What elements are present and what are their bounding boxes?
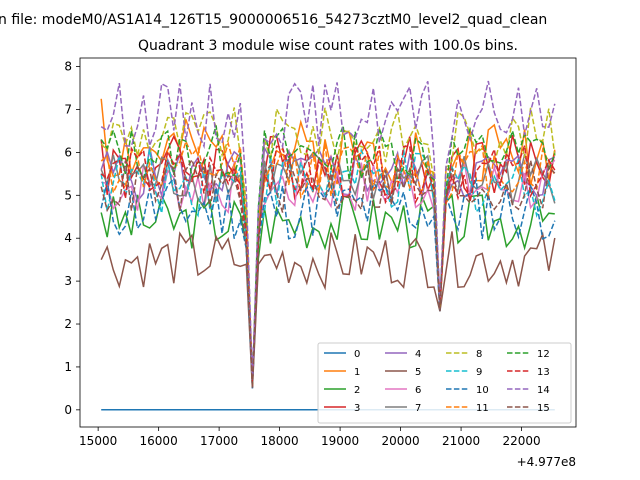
- y-tick-label-0: 0: [64, 403, 72, 417]
- legend-label-15: 15: [537, 403, 550, 414]
- x-tick-label-19000: 19000: [321, 434, 359, 448]
- legend-label-13: 13: [537, 367, 550, 378]
- figure-suptitle: n file: modeM0/AS1A14_126T15_9000006516_…: [0, 12, 547, 28]
- series-line-15: [100, 158, 556, 389]
- x-tick-label-15000: 15000: [79, 434, 117, 448]
- x-tick-label-17000: 17000: [200, 434, 238, 448]
- series-line-12: [100, 125, 556, 385]
- legend-label-10: 10: [476, 385, 489, 396]
- series-line-11: [100, 139, 556, 387]
- legend-label-2: 2: [354, 385, 360, 396]
- legend-label-11: 11: [476, 403, 489, 414]
- legend-label-3: 3: [354, 403, 360, 414]
- axes: 15000 16000 17000 18000 19000 20000 21000 22000…: [64, 60, 540, 448]
- series-line-10: [100, 176, 556, 389]
- legend-label-6: 6: [415, 385, 421, 396]
- y-tick-label-3: 3: [64, 274, 72, 288]
- chart-title: Quadrant 3 module wise count rates with …: [138, 38, 518, 54]
- x-tick-label-20000: 20000: [381, 434, 419, 448]
- series-line-2: [100, 193, 555, 385]
- x-tick-label-22000: 22000: [502, 434, 540, 448]
- legend-label-14: 14: [537, 385, 550, 396]
- legend-label-12: 12: [537, 349, 550, 360]
- plot-frame: [79, 57, 577, 428]
- legend-label-9: 9: [476, 367, 482, 378]
- legend-label-5: 5: [415, 367, 421, 378]
- y-tick-label-2: 2: [64, 317, 72, 331]
- legend-label-0: 0: [354, 349, 360, 360]
- x-tick-label-21000: 21000: [442, 434, 480, 448]
- series-line-4: [100, 145, 556, 380]
- legend-label-8: 8: [476, 349, 482, 360]
- y-tick-label-6: 6: [64, 145, 72, 159]
- legend-label-4: 4: [415, 349, 421, 360]
- y-tick-label-1: 1: [64, 360, 72, 374]
- x-tick-label-16000: 16000: [140, 434, 178, 448]
- y-tick-label-8: 8: [64, 60, 72, 74]
- y-tick-label-7: 7: [64, 102, 72, 116]
- series-line-14: [100, 80, 556, 380]
- plot-area: [100, 80, 556, 411]
- y-tick-label-4: 4: [64, 231, 72, 245]
- legend-box: [317, 342, 572, 424]
- legend-label-1: 1: [354, 367, 360, 378]
- series-line-8: [100, 106, 556, 382]
- y-tick-label-5: 5: [64, 188, 72, 202]
- x-offset-label: +4.977e8: [517, 455, 576, 469]
- series-line-13: [100, 142, 556, 382]
- series-line-5: [100, 231, 556, 389]
- legend-label-7: 7: [415, 403, 421, 414]
- x-tick-label-18000: 18000: [261, 434, 299, 448]
